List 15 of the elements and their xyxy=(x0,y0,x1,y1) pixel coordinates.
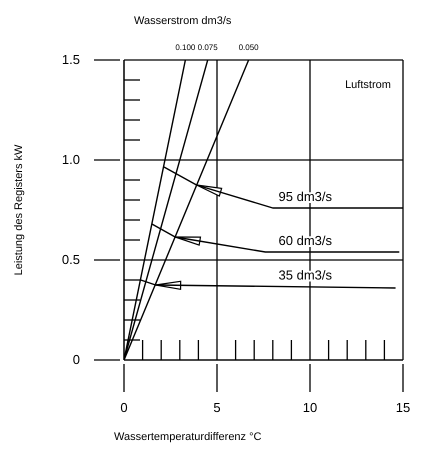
x-tick-label: 5 xyxy=(213,400,221,415)
y-tick-label: 0 xyxy=(72,352,80,367)
series-label: 0.075 xyxy=(198,43,218,52)
y-tick-label: 0.5 xyxy=(62,252,80,267)
y-tick-label: 1.0 xyxy=(62,152,80,167)
x-tick-label: 15 xyxy=(396,400,410,415)
annotation: Luftstrom xyxy=(345,79,391,91)
series-label: 0.050 xyxy=(238,43,260,52)
x-axis-title: Wassertemperaturdifferenz °C xyxy=(114,431,262,443)
y-tick-label: 1.5 xyxy=(62,52,80,67)
series-label: 0.100 xyxy=(175,43,196,52)
chart-title: Wasserstrom dm3/s xyxy=(134,15,232,27)
x-tick-label: 10 xyxy=(302,400,318,415)
y-axis-title: Leistung des Registers kW xyxy=(13,144,25,276)
x-tick-label: 0 xyxy=(120,400,128,415)
